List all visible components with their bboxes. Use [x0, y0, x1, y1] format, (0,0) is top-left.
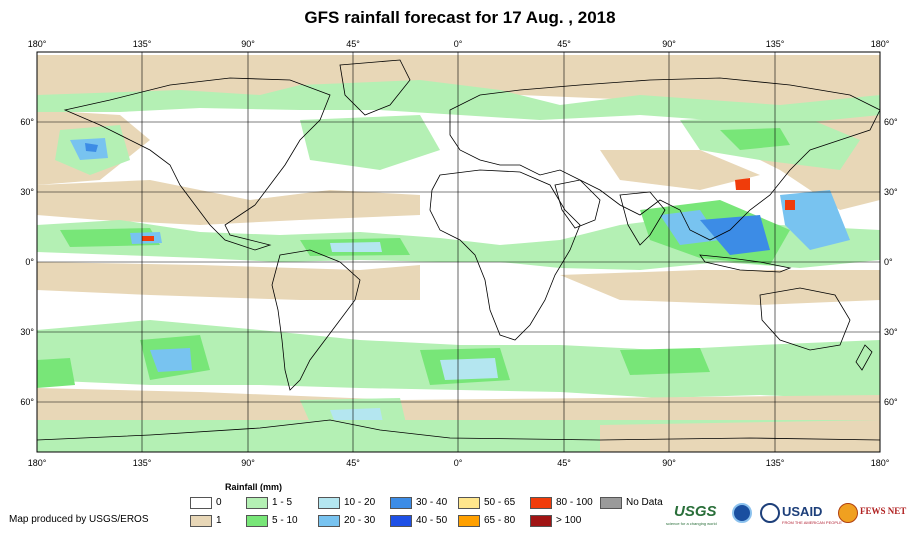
legend-swatch — [458, 497, 480, 509]
lon-tick: 90° — [662, 39, 676, 49]
legend-label: 1 - 5 — [272, 497, 293, 508]
lon-tick: 90° — [662, 458, 676, 468]
arabia-outline — [554, 179, 601, 229]
lat-tick: 30° — [884, 327, 898, 337]
legend-swatch — [318, 515, 340, 527]
legend-label: 65 - 80 — [484, 515, 516, 526]
legend-swatch — [246, 497, 268, 509]
noaa-seal-icon — [732, 503, 752, 523]
legend-label: 1 — [216, 515, 222, 526]
lon-tick: 45° — [557, 39, 571, 49]
usgs-tagline: science for a changing world — [666, 521, 717, 526]
logo-strip: USGS science for a changing world USAID … — [660, 497, 916, 531]
lat-tick: 30° — [20, 327, 34, 337]
coastlines — [37, 59, 880, 441]
lon-tick: 45° — [346, 39, 360, 49]
lon-tick: 180° — [28, 39, 47, 49]
greenland-outline — [339, 59, 411, 116]
lon-ticks-top: 180° 135° 90° 45° 0° 45° 90° 135° 180° — [28, 39, 890, 49]
usaid-tagline: FROM THE AMERICAN PEOPLE — [782, 520, 842, 525]
lat-tick: 60° — [20, 117, 34, 127]
lat-tick: 0° — [25, 257, 34, 267]
legend-swatch — [390, 515, 412, 527]
credit-text: Map produced by USGS/EROS — [9, 514, 149, 525]
map-frame — [36, 51, 881, 453]
legend-swatch — [318, 497, 340, 509]
lon-tick: 180° — [28, 458, 47, 468]
lon-tick: 90° — [241, 39, 255, 49]
legend-label: 10 - 20 — [344, 497, 376, 508]
legend-label: 20 - 30 — [344, 515, 376, 526]
lon-tick: 90° — [241, 458, 255, 468]
usaid-logo: USAID — [782, 504, 823, 519]
lat-tick: 0° — [884, 257, 893, 267]
graticule — [37, 52, 880, 452]
lon-tick: 135° — [766, 39, 785, 49]
usgs-logo: USGS — [674, 503, 717, 520]
map-title: GFS rainfall forecast for 17 Aug. , 2018 — [304, 8, 616, 27]
lat-tick: 30° — [20, 187, 34, 197]
fewsnet-logo: FEWS NET — [860, 506, 907, 516]
indonesia-outline — [699, 254, 792, 273]
lat-tick: 60° — [884, 397, 898, 407]
legend-swatch — [246, 515, 268, 527]
legend-swatch — [390, 497, 412, 509]
antarctica-outline — [37, 419, 880, 441]
lat-ticks-left: 60° 30° 0° 30° 60° — [20, 117, 34, 407]
legend-title: Rainfall (mm) — [225, 482, 283, 492]
legend-swatch — [530, 515, 552, 527]
legend-label: > 100 — [556, 515, 582, 526]
legend-label: 5 - 10 — [272, 515, 298, 526]
usaid-seal-icon — [760, 503, 780, 523]
lat-tick: 60° — [884, 117, 898, 127]
legend-swatch — [190, 497, 212, 509]
australia-outline — [759, 287, 851, 351]
lon-tick: 135° — [766, 458, 785, 468]
lon-tick: 45° — [557, 458, 571, 468]
legend-label: 80 - 100 — [556, 497, 593, 508]
new-zealand-outline — [855, 344, 873, 371]
legend-label: 0 — [216, 497, 222, 508]
lon-tick: 180° — [871, 39, 890, 49]
lon-tick: 180° — [871, 458, 890, 468]
north-america-outline — [63, 77, 331, 251]
lat-tick: 30° — [884, 187, 898, 197]
legend-swatch — [530, 497, 552, 509]
lon-tick: 0° — [454, 39, 463, 49]
legend-label: 50 - 65 — [484, 497, 516, 508]
legend-label: 30 - 40 — [416, 497, 448, 508]
legend-swatch — [458, 515, 480, 527]
lon-tick: 135° — [133, 458, 152, 468]
africa-outline — [429, 169, 581, 341]
lon-tick: 45° — [346, 458, 360, 468]
lon-ticks-bottom: 180° 135° 90° 45° 0° 45° 90° 135° 180° — [28, 458, 890, 468]
lat-tick: 60° — [20, 397, 34, 407]
lat-ticks-right: 60° 30° 0° 30° 60° — [884, 117, 898, 407]
eurasia-outline — [449, 77, 880, 241]
lon-tick: 135° — [133, 39, 152, 49]
legend-swatch — [190, 515, 212, 527]
legend-label: No Data — [626, 497, 663, 508]
fewsnet-emblem-icon — [838, 503, 858, 523]
lon-tick: 0° — [454, 458, 463, 468]
legend-swatch — [600, 497, 622, 509]
south-america-outline — [271, 249, 361, 391]
legend-label: 40 - 50 — [416, 515, 448, 526]
